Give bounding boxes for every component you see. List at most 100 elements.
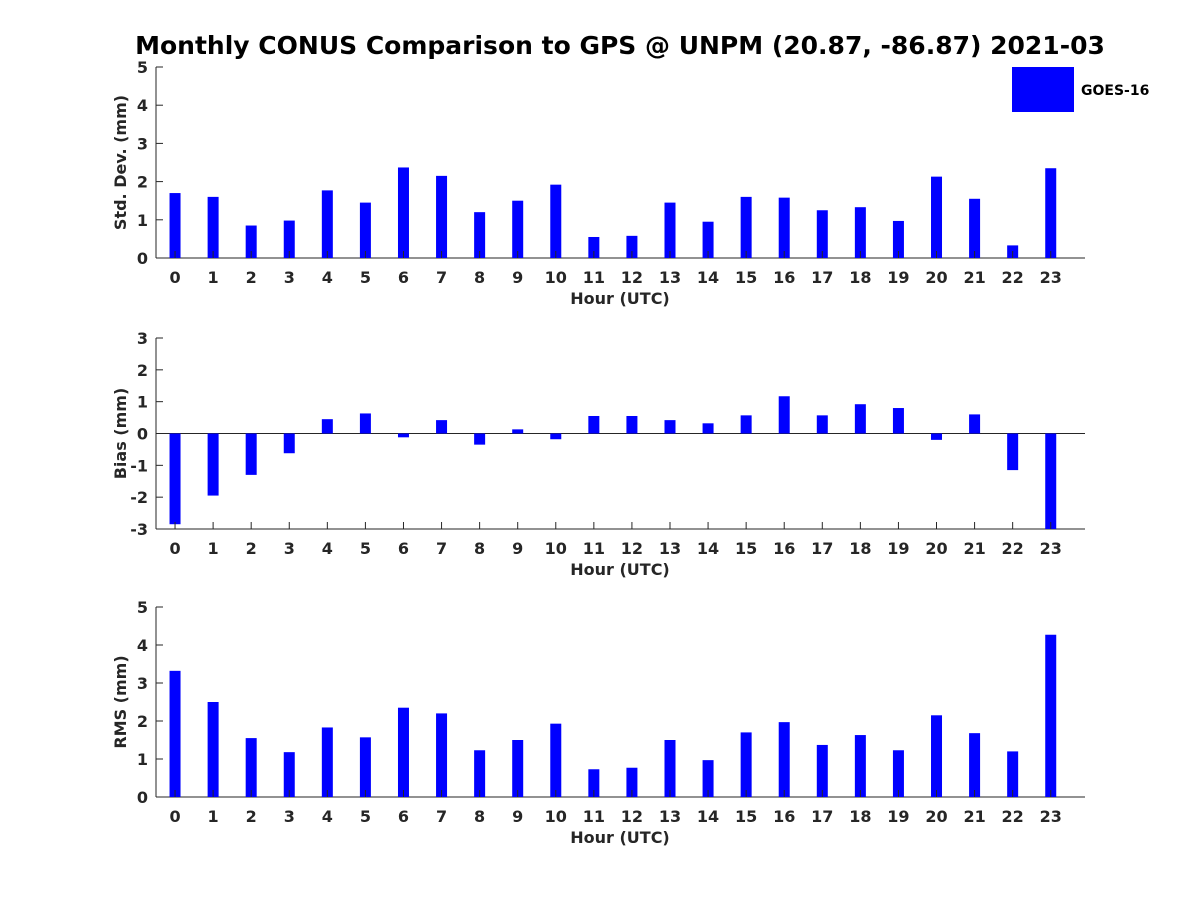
- bias-x-tick-label: 11: [583, 539, 605, 558]
- rms-bar: [474, 750, 486, 797]
- rms-x-tick-label: 12: [621, 807, 643, 826]
- std-dev-x-tick-label: 12: [621, 268, 643, 287]
- std-dev-bar: [283, 220, 295, 258]
- std-dev-bar: [207, 196, 219, 258]
- std-dev-x-tick-label: 4: [322, 268, 333, 287]
- std-dev-bar: [550, 184, 562, 258]
- rms-bar: [512, 740, 524, 797]
- std-dev-x-tick-label: 20: [925, 268, 947, 287]
- bias-bar: [854, 404, 866, 434]
- std-dev-y-tick-label: 3: [137, 134, 148, 153]
- bias-bar: [702, 423, 714, 434]
- std-dev-x-tick-label: 7: [436, 268, 447, 287]
- rms-x-tick-label: 22: [1002, 807, 1024, 826]
- bias-x-tick-label: 23: [1040, 539, 1062, 558]
- bias-x-tick-label: 21: [963, 539, 985, 558]
- rms-bar: [436, 713, 448, 797]
- std-dev-bar: [321, 190, 333, 258]
- std-dev-bar: [359, 202, 371, 258]
- bias-x-tick-label: 22: [1002, 539, 1024, 558]
- std-dev-bar: [931, 176, 943, 258]
- bias-bar: [931, 433, 943, 440]
- rms-bar: [1007, 751, 1019, 797]
- bias-y-tick-label: 2: [137, 361, 148, 380]
- std-dev-x-tick-label: 15: [735, 268, 757, 287]
- std-dev-bar: [169, 193, 181, 258]
- bias-x-tick-label: 8: [474, 539, 485, 558]
- rms-bar: [664, 740, 676, 797]
- rms-x-tick-label: 9: [512, 807, 523, 826]
- std-dev-x-tick-label: 11: [583, 268, 605, 287]
- bias-y-axis-label: Bias (mm): [111, 388, 130, 480]
- bias-x-tick-label: 7: [436, 539, 447, 558]
- bias-x-tick-label: 3: [284, 539, 295, 558]
- bias-bar: [664, 420, 676, 434]
- std-dev-x-tick-label: 18: [849, 268, 871, 287]
- bias-bar: [512, 429, 524, 434]
- bias-bar: [816, 415, 828, 434]
- bias-y-tick-label: 0: [137, 425, 148, 444]
- rms-y-axis-label: RMS (mm): [111, 655, 130, 748]
- std-dev-x-tick-label: 8: [474, 268, 485, 287]
- rms-x-tick-label: 3: [284, 807, 295, 826]
- std-dev-y-tick-label: 0: [137, 249, 148, 268]
- std-dev-x-tick-label: 13: [659, 268, 681, 287]
- bias-bar: [778, 396, 790, 434]
- bias-x-tick-label: 16: [773, 539, 795, 558]
- std-dev-x-tick-label: 0: [169, 268, 180, 287]
- std-dev-y-tick-label: 5: [137, 58, 148, 77]
- std-dev-x-tick-label: 23: [1040, 268, 1062, 287]
- bias-x-tick-label: 15: [735, 539, 757, 558]
- std-dev-x-tick-label: 21: [963, 268, 985, 287]
- rms-x-tick-label: 14: [697, 807, 719, 826]
- bias-bar: [969, 414, 981, 434]
- bias-x-tick-label: 13: [659, 539, 681, 558]
- rms-bar: [931, 715, 943, 797]
- bias-bar: [1007, 433, 1019, 471]
- std-dev-bar: [1045, 168, 1057, 258]
- rms-x-tick-label: 4: [322, 807, 333, 826]
- std-dev-x-tick-label: 6: [398, 268, 409, 287]
- bias-bar: [207, 433, 219, 496]
- bias-bar: [474, 433, 486, 445]
- rms-x-tick-label: 0: [169, 807, 180, 826]
- rms-bar: [740, 732, 752, 797]
- rms-y-tick-label: 5: [137, 598, 148, 617]
- std-dev-bar: [664, 202, 676, 258]
- std-dev-bar: [816, 210, 828, 258]
- bias-x-tick-label: 0: [169, 539, 180, 558]
- rms-bar: [550, 723, 562, 797]
- std-dev-bar: [969, 198, 981, 258]
- rms-bar: [245, 738, 257, 797]
- std-dev-y-axis-label: Std. Dev. (mm): [111, 95, 130, 230]
- bias-x-tick-label: 19: [887, 539, 909, 558]
- std-dev-y-tick-label: 1: [137, 211, 148, 230]
- bias-x-tick-label: 18: [849, 539, 871, 558]
- legend-swatch: [1012, 67, 1074, 112]
- bias-bar: [169, 433, 181, 525]
- rms-x-tick-label: 16: [773, 807, 795, 826]
- bias-x-tick-label: 6: [398, 539, 409, 558]
- bias-bar: [626, 415, 638, 434]
- std-dev-y-tick-label: 4: [137, 96, 148, 115]
- rms-x-tick-label: 23: [1040, 807, 1062, 826]
- bias-x-tick-label: 14: [697, 539, 719, 558]
- rms-bar: [816, 744, 828, 797]
- bias-bar: [359, 413, 371, 434]
- std-dev-bar: [512, 200, 524, 258]
- std-dev-x-tick-label: 16: [773, 268, 795, 287]
- std-dev-x-tick-label: 2: [246, 268, 257, 287]
- bias-bar: [550, 433, 562, 440]
- std-dev-bar: [854, 207, 866, 258]
- bias-x-tick-label: 2: [246, 539, 257, 558]
- rms-bar: [1045, 634, 1057, 797]
- rms-y-tick-label: 0: [137, 788, 148, 807]
- bias-x-axis-label: Hour (UTC): [570, 560, 670, 579]
- rms-x-tick-label: 10: [545, 807, 567, 826]
- bias-bar: [397, 433, 409, 438]
- std-dev-bar: [892, 220, 904, 258]
